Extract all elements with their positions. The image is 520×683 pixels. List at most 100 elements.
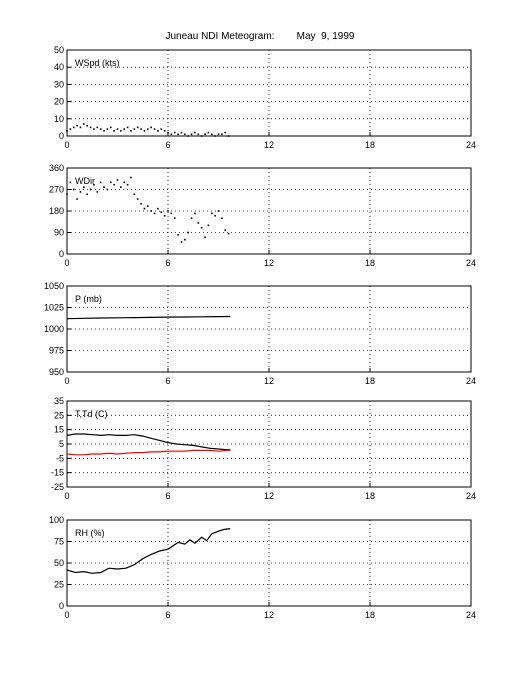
data-point-0-0-25 [150,126,152,129]
x-tick-label: 18 [365,376,375,386]
y-tick-label: 15 [54,425,64,435]
data-point-0-0-20 [133,128,136,130]
data-point-0-0-30 [167,131,169,134]
data-point-1-0-1 [69,181,72,184]
data-point-1-0-13 [109,181,112,184]
data-point-0-0-35 [184,133,186,136]
data-point-0-0-0 [66,130,68,132]
data-point-0-0-39 [197,133,200,136]
y-tick-label: 1025 [44,303,64,313]
y-tick-label: 25 [54,580,64,590]
data-point-1-0-20 [133,193,136,196]
data-point-0-0-5 [83,123,85,125]
x-tick-label: 6 [165,491,170,501]
x-tick-label: 12 [264,491,274,501]
y-tick-label: 10 [54,114,64,124]
data-point-1-0-3 [76,198,78,200]
x-tick-label: 18 [365,258,375,268]
data-point-1-0-16 [120,186,122,188]
data-point-1-0-5 [83,186,85,188]
data-point-1-0-4 [79,191,82,193]
panel-1: 0 6 12 18 24 0 90 180 270 360 WDir [49,163,476,268]
data-point-1-0-48 [227,232,230,235]
y-tick-label: -25 [51,482,64,492]
data-point-1-0-25 [150,210,152,212]
data-point-1-0-28 [160,211,163,213]
x-tick-label: 0 [64,376,69,386]
data-point-0-0-22 [140,128,142,130]
x-tick-label: 12 [264,140,274,150]
y-tick-label: -5 [56,453,64,463]
data-point-0-0-43 [210,133,213,136]
x-tick-label: 0 [64,258,69,268]
data-point-1-0-32 [173,217,176,219]
data-point-0-0-47 [224,131,227,134]
x-tick-label: 18 [365,491,375,501]
data-point-1-0-11 [103,186,105,188]
data-point-0-0-15 [116,128,119,130]
x-tick-label: 18 [365,610,375,620]
data-point-0-0-33 [177,133,179,136]
data-point-1-0-14 [113,183,115,186]
y-tick-label: 25 [54,410,64,420]
data-point-1-0-17 [123,181,126,184]
y-tick-label: 100 [49,515,64,525]
data-point-0-0-29 [163,130,166,132]
data-point-1-0-7 [89,188,92,191]
x-tick-label: 24 [466,258,476,268]
data-point-0-0-42 [207,131,210,134]
data-point-0-0-26 [153,128,156,130]
data-point-1-0-22 [140,203,142,205]
data-point-0-0-21 [136,126,139,129]
x-tick-label: 12 [264,258,274,268]
data-point-0-0-9 [96,126,99,129]
data-point-0-0-36 [187,135,189,137]
panel-2: 0 6 12 18 24 950 975 1000 1025 1050 P (mb) [44,281,476,386]
x-tick-label: 24 [466,491,476,501]
series-line-4-0 [66,528,231,574]
data-point-0-0-24 [147,128,149,130]
data-point-1-0-9 [96,191,99,193]
data-point-0-0-48 [227,135,230,137]
data-point-1-0-24 [147,205,149,208]
data-point-0-0-28 [160,128,163,130]
data-point-1-0-40 [200,226,203,229]
data-point-1-0-26 [153,212,156,215]
data-point-1-0-8 [93,183,95,186]
y-tick-label: 75 [54,537,64,547]
y-tick-label: 30 [54,79,64,89]
x-tick-label: 0 [64,610,69,620]
y-tick-label: 90 [54,228,64,238]
data-point-1-0-19 [130,176,132,179]
x-tick-label: 0 [64,491,69,501]
data-point-1-0-45 [217,210,220,212]
y-tick-label: -15 [51,468,64,478]
x-tick-label: 6 [165,376,170,386]
data-point-0-0-44 [214,135,216,137]
panel-label-2: P (mb) [75,294,102,304]
panel-label-1: WDir [75,176,95,186]
data-point-0-0-45 [217,133,220,136]
data-point-0-0-8 [93,128,95,130]
data-point-1-0-36 [187,231,189,234]
data-point-0-0-41 [204,133,206,136]
y-tick-label: 40 [54,62,64,72]
y-tick-label: 0 [59,249,64,259]
data-point-0-0-34 [180,131,183,134]
panel-0: 0 6 12 18 24 0 10 20 30 40 50 WSpd (kts) [54,45,476,150]
data-point-0-0-16 [120,130,122,132]
data-point-0-0-6 [86,124,88,127]
data-point-1-0-46 [221,217,223,219]
data-point-1-0-43 [210,212,213,215]
data-point-0-0-32 [173,131,176,134]
data-point-0-0-1 [69,128,72,130]
data-point-0-0-40 [200,135,203,137]
x-tick-label: 6 [165,258,170,268]
data-point-1-0-41 [204,236,206,239]
x-tick-label: 18 [365,140,375,150]
y-tick-label: 270 [49,185,64,195]
data-point-0-0-23 [143,130,146,132]
data-point-1-0-27 [157,207,159,210]
x-tick-label: 6 [165,140,170,150]
data-point-1-0-38 [194,212,196,215]
